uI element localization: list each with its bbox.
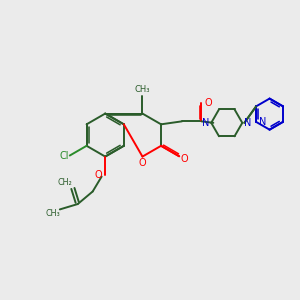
Text: Cl: Cl (59, 151, 69, 161)
Text: O: O (139, 158, 146, 168)
Text: CH₃: CH₃ (46, 209, 61, 218)
Text: N: N (202, 118, 209, 128)
Text: O: O (180, 154, 188, 164)
Text: CH₂: CH₂ (58, 178, 72, 187)
Text: O: O (95, 170, 103, 180)
Text: N: N (259, 118, 266, 128)
Text: O: O (204, 98, 212, 108)
Text: N: N (244, 118, 251, 128)
Text: CH₃: CH₃ (135, 85, 150, 94)
